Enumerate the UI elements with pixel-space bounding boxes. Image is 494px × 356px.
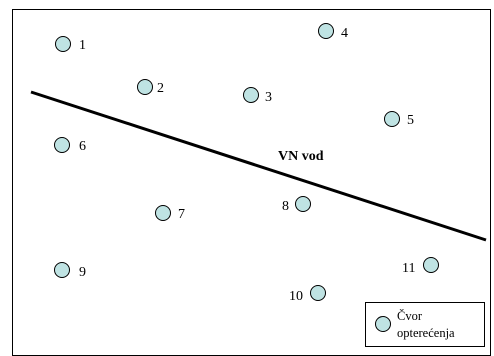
legend-node-icon xyxy=(375,316,391,332)
node-3: 3 xyxy=(243,87,272,105)
node-11-circle xyxy=(423,257,439,273)
node-5-label: 5 xyxy=(407,113,414,128)
node-1: 1 xyxy=(55,36,86,53)
node-2-label: 2 xyxy=(157,81,164,96)
node-3-circle xyxy=(243,87,259,103)
node-4-circle xyxy=(318,23,334,39)
node-7-label: 7 xyxy=(178,207,185,222)
node-6-circle xyxy=(54,137,70,153)
node-7: 7 xyxy=(155,205,185,222)
node-7-circle xyxy=(155,205,171,221)
hv-line-label: VN vod xyxy=(278,149,324,164)
node-6-label: 6 xyxy=(79,139,86,154)
node-6: 6 xyxy=(54,137,86,154)
legend-line1: Čvor xyxy=(397,309,423,323)
node-8-circle xyxy=(295,196,311,212)
node-11: 11 xyxy=(402,257,439,276)
node-9: 9 xyxy=(54,262,86,280)
node-9-circle xyxy=(54,262,70,278)
node-8: 8 xyxy=(282,196,311,214)
node-10-label: 10 xyxy=(289,289,303,304)
legend-line2: opterećenja xyxy=(397,326,455,340)
legend: Čvor opterećenja xyxy=(365,302,485,347)
node-2-circle xyxy=(137,79,153,95)
node-9-label: 9 xyxy=(79,265,86,280)
node-1-circle xyxy=(55,36,71,52)
node-4: 4 xyxy=(318,23,348,41)
node-4-label: 4 xyxy=(341,26,348,41)
node-11-label: 11 xyxy=(402,261,415,276)
node-10: 10 xyxy=(289,285,326,304)
node-10-circle xyxy=(310,285,326,301)
node-1-label: 1 xyxy=(79,38,86,53)
node-2: 2 xyxy=(137,79,164,96)
node-5: 5 xyxy=(384,111,414,128)
node-5-circle xyxy=(384,111,400,127)
node-3-label: 3 xyxy=(265,90,272,105)
hv-line xyxy=(30,90,487,242)
node-8-label: 8 xyxy=(282,199,289,214)
